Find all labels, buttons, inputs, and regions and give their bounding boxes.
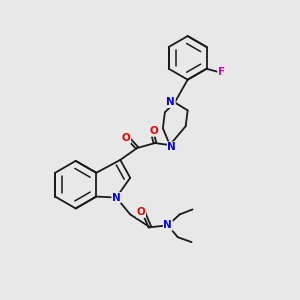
Text: O: O xyxy=(122,133,130,143)
Text: O: O xyxy=(150,126,158,136)
Text: N: N xyxy=(167,142,176,152)
Text: N: N xyxy=(167,98,175,107)
Text: F: F xyxy=(218,67,225,77)
Text: N: N xyxy=(112,193,121,202)
Text: O: O xyxy=(137,207,146,218)
Text: N: N xyxy=(164,220,172,230)
